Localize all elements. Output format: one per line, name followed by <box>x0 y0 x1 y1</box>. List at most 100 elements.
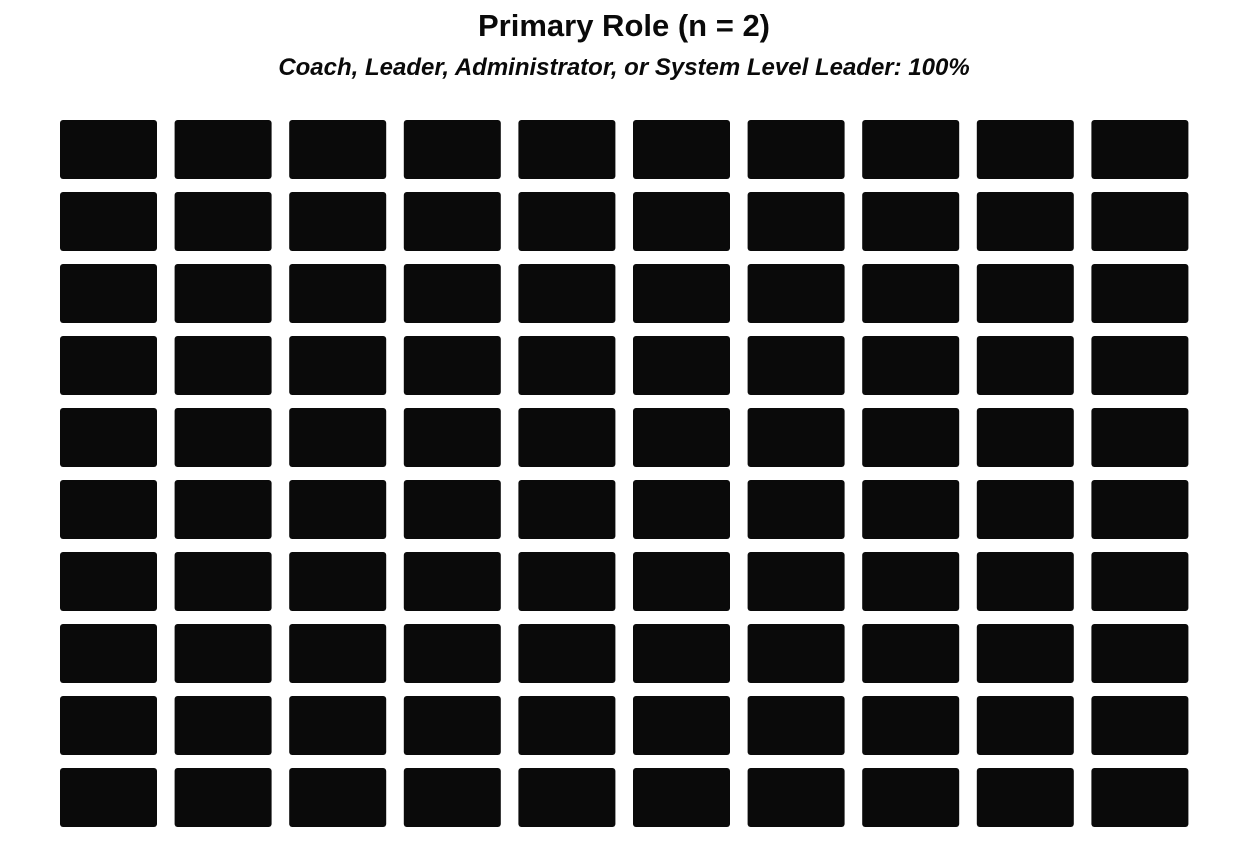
waffle-cell <box>403 480 501 539</box>
waffle-cell <box>403 624 501 683</box>
waffle-cell <box>976 264 1074 323</box>
waffle-cell <box>1091 624 1189 683</box>
waffle-cell <box>747 120 845 179</box>
waffle-cell <box>518 768 616 827</box>
waffle-cell <box>1091 768 1189 827</box>
waffle-cell <box>747 192 845 251</box>
waffle-cell <box>1091 408 1189 467</box>
waffle-cell <box>174 768 272 827</box>
waffle-cell <box>633 624 730 683</box>
waffle-cell <box>518 336 616 395</box>
waffle-cell <box>1091 696 1189 755</box>
waffle-cell <box>862 768 960 827</box>
waffle-cell <box>518 480 616 539</box>
waffle-cell <box>403 408 501 467</box>
waffle-cell <box>289 552 387 611</box>
waffle-cell <box>518 624 616 683</box>
waffle-cell <box>747 480 845 539</box>
waffle-cell <box>60 192 157 251</box>
waffle-cell <box>174 120 272 179</box>
waffle-cell <box>633 480 730 539</box>
waffle-cell <box>747 336 845 395</box>
waffle-cell <box>862 624 960 683</box>
waffle-cell <box>403 192 501 251</box>
waffle-cell <box>518 408 616 467</box>
waffle-cell <box>289 768 387 827</box>
waffle-cell <box>976 408 1074 467</box>
waffle-cell <box>518 120 616 179</box>
waffle-cell <box>976 120 1074 179</box>
waffle-cell <box>633 336 730 395</box>
waffle-cell <box>174 696 272 755</box>
waffle-cell <box>633 408 730 467</box>
waffle-cell <box>633 192 730 251</box>
waffle-cell <box>60 552 157 611</box>
waffle-cell <box>862 120 960 179</box>
waffle-cell <box>862 696 960 755</box>
waffle-cell <box>174 192 272 251</box>
waffle-cell <box>747 552 845 611</box>
waffle-cell <box>60 624 157 683</box>
waffle-cell <box>633 552 730 611</box>
waffle-cell <box>862 264 960 323</box>
waffle-cell <box>1091 336 1189 395</box>
waffle-cell <box>518 696 616 755</box>
waffle-cell <box>289 120 387 179</box>
waffle-cell <box>518 552 616 611</box>
waffle-cell <box>1091 480 1189 539</box>
waffle-cell <box>60 768 157 827</box>
waffle-cell <box>60 264 157 323</box>
waffle-cell <box>862 408 960 467</box>
waffle-cell <box>60 480 157 539</box>
waffle-cell <box>1091 192 1189 251</box>
waffle-cell <box>60 336 157 395</box>
waffle-cell <box>289 480 387 539</box>
waffle-cell <box>976 552 1074 611</box>
waffle-cell <box>60 120 157 179</box>
waffle-cell <box>174 408 272 467</box>
waffle-cell <box>1091 120 1189 179</box>
waffle-cell <box>633 696 730 755</box>
waffle-cell <box>633 768 730 827</box>
waffle-cell <box>174 264 272 323</box>
waffle-cell <box>747 624 845 683</box>
waffle-cell <box>976 192 1074 251</box>
waffle-cell <box>633 120 730 179</box>
waffle-cell <box>633 264 730 323</box>
chart-subtitle: Coach, Leader, Administrator, or System … <box>278 54 970 81</box>
waffle-cell <box>60 696 157 755</box>
waffle-cell <box>747 696 845 755</box>
chart-title: Primary Role (n = 2) <box>477 8 771 43</box>
waffle-cell <box>862 480 960 539</box>
waffle-cell <box>289 192 387 251</box>
waffle-cell <box>60 408 157 467</box>
waffle-cell <box>174 336 272 395</box>
waffle-cell <box>403 336 501 395</box>
waffle-cell <box>289 408 387 467</box>
waffle-cell <box>976 336 1074 395</box>
waffle-cell <box>976 480 1074 539</box>
waffle-cell <box>403 264 501 323</box>
waffle-cell <box>403 552 501 611</box>
waffle-cell <box>518 192 616 251</box>
waffle-cell <box>862 192 960 251</box>
waffle-cell <box>289 336 387 395</box>
waffle-cell <box>403 696 501 755</box>
waffle-cell <box>1091 264 1189 323</box>
waffle-cell <box>862 552 960 611</box>
waffle-cell <box>976 624 1074 683</box>
waffle-cell <box>289 696 387 755</box>
waffle-cell <box>976 696 1074 755</box>
waffle-cell <box>289 624 387 683</box>
waffle-cell <box>289 264 387 323</box>
waffle-cell <box>174 624 272 683</box>
waffle-cell <box>976 768 1074 827</box>
waffle-cell <box>174 480 272 539</box>
waffle-cell <box>518 264 616 323</box>
waffle-cell <box>403 120 501 179</box>
waffle-cell <box>1091 552 1189 611</box>
waffle-cell <box>747 408 845 467</box>
waffle-cell <box>403 768 501 827</box>
waffle-cell <box>862 336 960 395</box>
